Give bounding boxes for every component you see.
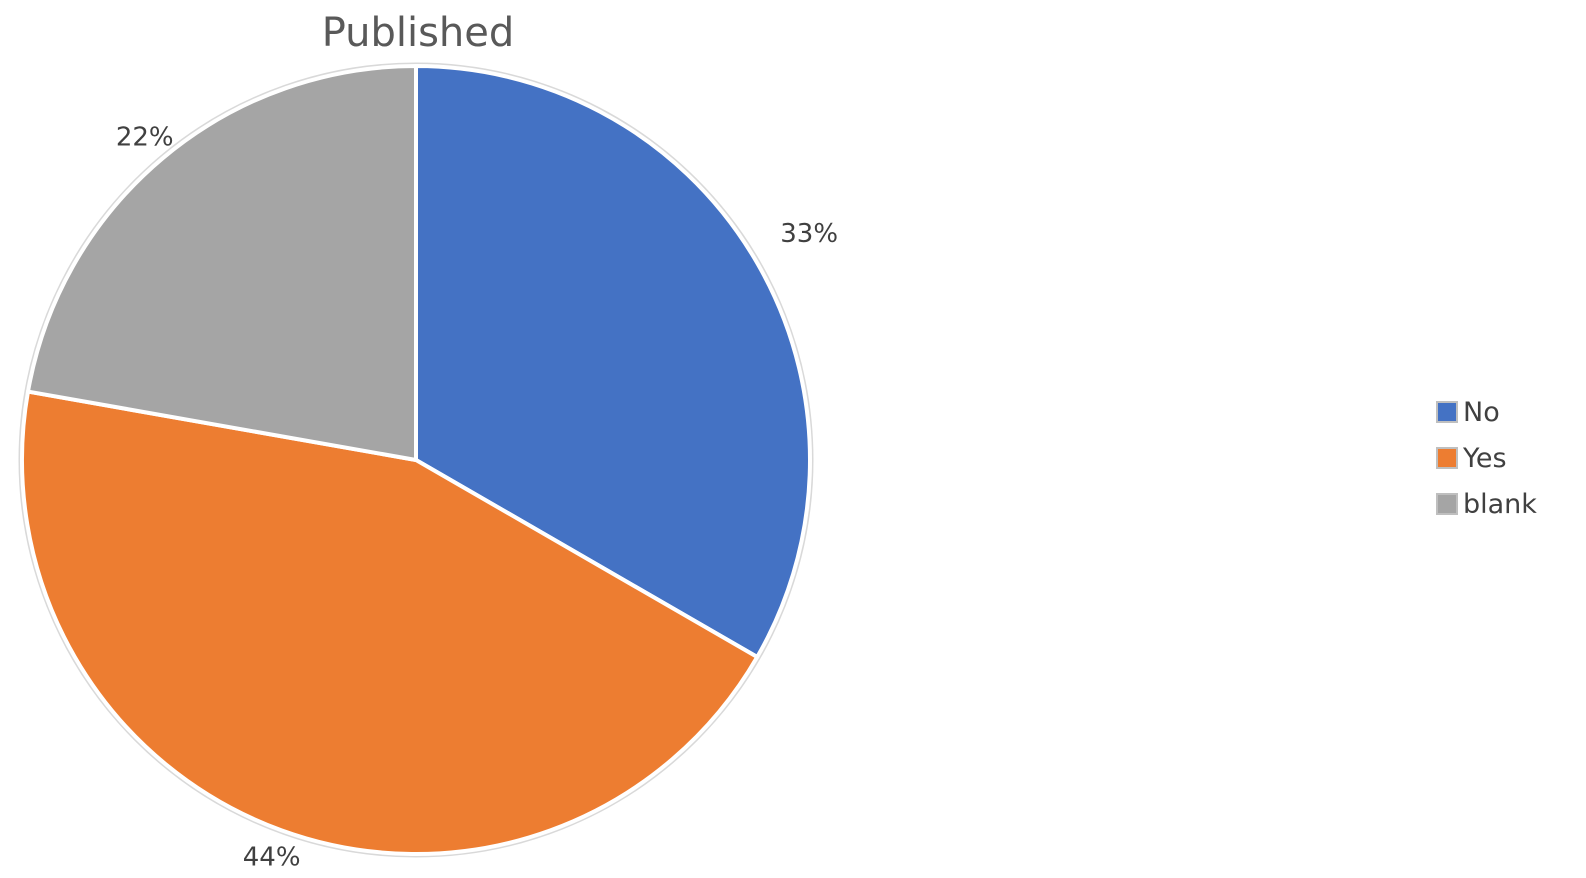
legend: No Yes blank [1436, 397, 1537, 520]
legend-swatch-yes [1436, 447, 1458, 469]
data-label-no: 33% [780, 219, 838, 249]
legend-swatch-blank [1436, 493, 1458, 515]
pie-slice-no [414, 64, 812, 659]
pie-slice-blank [25, 64, 418, 462]
legend-label-yes: Yes [1462, 443, 1507, 474]
chart-title: Published [322, 10, 515, 56]
legend-label-no: No [1463, 397, 1500, 428]
data-label-yes: 44% [243, 843, 301, 873]
pie-slice-yes [20, 389, 760, 856]
legend-swatch-no [1436, 401, 1458, 423]
legend-label-blank: blank [1463, 489, 1537, 520]
data-label-blank: 22% [116, 123, 174, 153]
pie-data-labels: 33% 44% 22% [116, 123, 838, 873]
pie-slices [18, 62, 814, 858]
